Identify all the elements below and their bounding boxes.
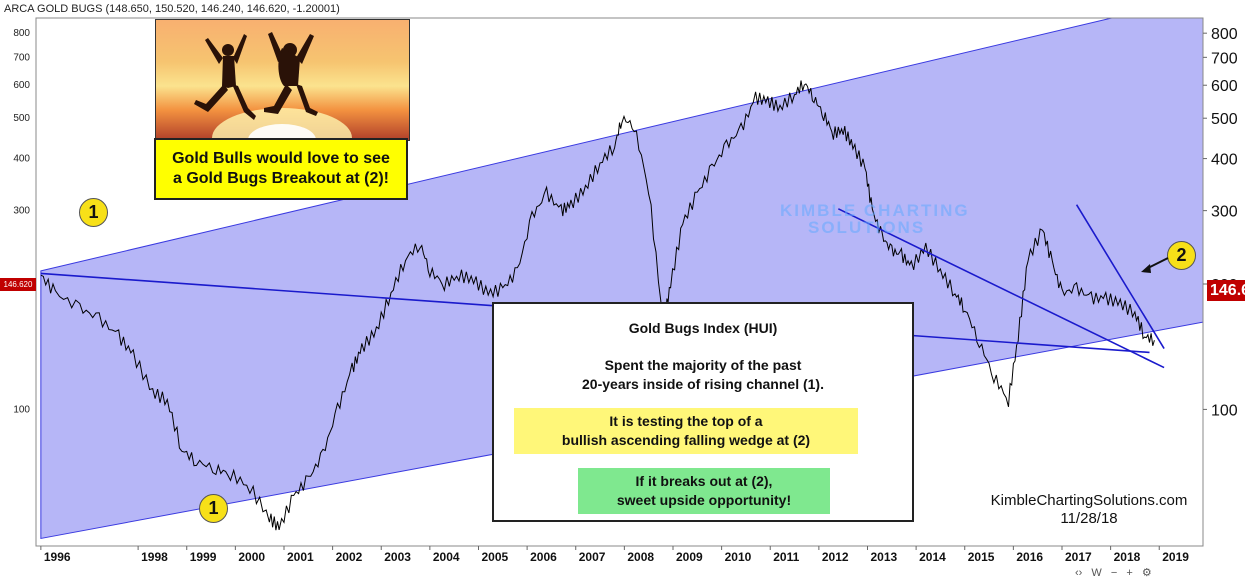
y-tick-left: 600	[13, 80, 30, 91]
price-badge-left: 146.620	[0, 278, 36, 291]
x-tick-label: 2010	[725, 550, 752, 564]
wedge-line-2: bullish ascending falling wedge at (2)	[561, 432, 811, 448]
silhouette-image	[194, 32, 352, 140]
zoom-in-icon[interactable]: +	[1126, 567, 1133, 579]
y-tick-right: 700	[1211, 50, 1238, 67]
x-tick-label: 2015	[968, 550, 995, 564]
jumping-people-photo	[155, 19, 410, 141]
y-tick-right: 100	[1211, 402, 1238, 419]
credit-date: 11/28/18	[1060, 510, 1118, 527]
info-body-line-2: 20-years inside of rising channel (1).	[582, 376, 824, 392]
ohlc-readout: (148.650, 150.520, 146.240, 146.620, -1.…	[105, 3, 340, 15]
scroll-left-icon[interactable]: ‹›	[1075, 567, 1083, 579]
x-tick-label: 2000	[238, 550, 265, 564]
x-tick-label: 2011	[773, 550, 799, 564]
chart-toolbar: ‹› W − + ⚙	[1075, 566, 1158, 580]
arrow-to-breakout-icon	[1141, 257, 1169, 273]
x-tick-label: 2004	[433, 550, 460, 564]
x-tick-label: 1998	[141, 550, 168, 564]
x-tick-label: 1999	[190, 550, 217, 564]
y-tick-left: 700	[13, 52, 30, 63]
credit-block: KimbleChartingSolutions.com 11/28/18	[982, 492, 1196, 528]
zoom-out-icon[interactable]: −	[1110, 567, 1118, 579]
y-tick-left: 100	[13, 404, 30, 415]
y-tick-left: 300	[13, 206, 30, 217]
info-box: Gold Bugs Index (HUI) Spent the majority…	[492, 302, 914, 522]
wedge-highlight: It is testing the top of a bullish ascen…	[514, 408, 858, 454]
y-tick-right: 600	[1211, 78, 1238, 95]
x-tick-label: 2017	[1065, 550, 1092, 564]
price-badge-right: 146.6	[1207, 280, 1245, 301]
x-tick-label: 1996	[44, 550, 71, 564]
marker-1-bottom: 1	[199, 494, 228, 523]
y-tick-left: 800	[13, 28, 30, 39]
watermark-line-2: SOLUTIONS	[808, 218, 926, 237]
breakout-callout: Gold Bulls would love to see a Gold Bugs…	[154, 138, 408, 200]
breakout-line-1: If it breaks out at (2),	[635, 473, 773, 489]
trendline-2	[1075, 204, 1165, 349]
x-tick-label: 2005	[481, 550, 508, 564]
x-tick-label: 2012	[822, 550, 849, 564]
y-tick-right: 800	[1211, 26, 1238, 43]
marker-2: 2	[1167, 241, 1196, 270]
watermark-logo: KIMBLE CHARTING SOLUTIONS	[780, 202, 970, 236]
info-title: Gold Bugs Index (HUI)	[628, 320, 778, 336]
x-tick-label: 2016	[1016, 550, 1043, 564]
x-tick-label: 2014	[919, 550, 946, 564]
y-axis-left: 100200300400500600700800	[13, 28, 30, 415]
info-body: Spent the majority of the past 20-years …	[494, 356, 912, 394]
x-tick-label: 2018	[1114, 550, 1141, 564]
weekly-icon[interactable]: W	[1091, 567, 1102, 579]
rising-channel	[40, 18, 1203, 540]
credit-site: KimbleChartingSolutions.com	[990, 492, 1188, 509]
callout-line-1: Gold Bulls would love to see	[172, 150, 390, 167]
x-tick-label: 2002	[336, 550, 363, 564]
y-tick-left: 400	[13, 154, 30, 165]
watermark-line-1: KIMBLE CHARTING	[780, 201, 970, 220]
x-tick-label: 2008	[627, 550, 654, 564]
breakout-highlight: If it breaks out at (2), sweet upside op…	[578, 468, 830, 514]
x-tick-label: 2006	[530, 550, 557, 564]
x-tick-label: 2001	[287, 550, 314, 564]
marker-1-top: 1	[79, 198, 108, 227]
x-axis: 1996 1998 1999 2000 2001 2002 2003 2004 2005 2006…	[40, 546, 1189, 564]
y-tick-right: 300	[1211, 204, 1238, 221]
settings-icon[interactable]: ⚙	[1141, 567, 1152, 579]
x-tick-label: 2007	[579, 550, 606, 564]
instrument-name: ARCA GOLD BUGS	[4, 3, 103, 15]
x-tick-label: 2003	[384, 550, 411, 564]
breakout-line-2: sweet upside opportunity!	[616, 492, 792, 508]
y-axis-right: 100200300400500600700800	[1203, 26, 1238, 419]
x-tick-label: 2013	[870, 550, 897, 564]
x-tick-label: 2009	[676, 550, 703, 564]
y-tick-right: 500	[1211, 111, 1238, 128]
y-tick-right: 400	[1211, 152, 1238, 169]
callout-line-2: a Gold Bugs Breakout at (2)!	[172, 170, 390, 187]
y-tick-left: 500	[13, 113, 30, 124]
chart-header: ARCA GOLD BUGS (148.650, 150.520, 146.24…	[4, 3, 340, 15]
wedge-line-1: It is testing the top of a	[609, 413, 763, 429]
trendline-3	[837, 208, 1165, 369]
info-body-line-1: Spent the majority of the past	[604, 357, 802, 373]
x-tick-label: 2019	[1162, 550, 1189, 564]
price-series-line	[40, 80, 1155, 531]
